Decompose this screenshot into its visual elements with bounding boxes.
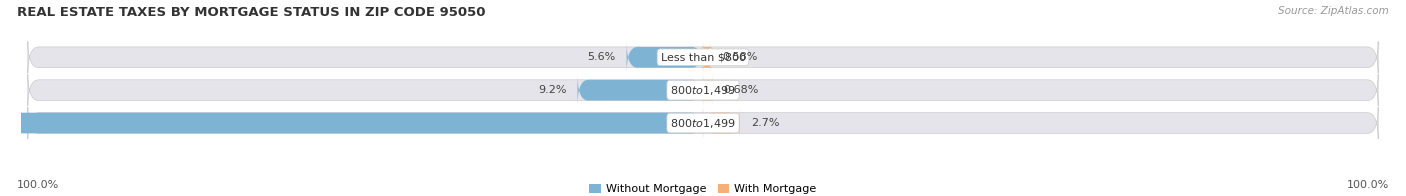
Text: 0.68%: 0.68% — [723, 85, 759, 95]
Text: Source: ZipAtlas.com: Source: ZipAtlas.com — [1278, 6, 1389, 16]
FancyBboxPatch shape — [28, 74, 1378, 106]
FancyBboxPatch shape — [627, 41, 703, 73]
FancyBboxPatch shape — [578, 74, 703, 106]
Text: 0.58%: 0.58% — [721, 52, 758, 62]
Legend: Without Mortgage, With Mortgage: Without Mortgage, With Mortgage — [585, 180, 821, 196]
Text: 9.2%: 9.2% — [538, 85, 567, 95]
Text: $800 to $1,499: $800 to $1,499 — [671, 117, 735, 130]
Text: 2.7%: 2.7% — [751, 118, 779, 128]
Text: REAL ESTATE TAXES BY MORTGAGE STATUS IN ZIP CODE 95050: REAL ESTATE TAXES BY MORTGAGE STATUS IN … — [17, 6, 485, 19]
FancyBboxPatch shape — [0, 107, 703, 139]
FancyBboxPatch shape — [700, 41, 714, 73]
FancyBboxPatch shape — [703, 107, 740, 139]
Text: Less than $800: Less than $800 — [661, 52, 745, 62]
Text: 100.0%: 100.0% — [1347, 180, 1389, 190]
Text: 5.6%: 5.6% — [588, 52, 616, 62]
FancyBboxPatch shape — [702, 74, 714, 106]
FancyBboxPatch shape — [28, 41, 1378, 73]
FancyBboxPatch shape — [28, 107, 1378, 139]
Text: $800 to $1,499: $800 to $1,499 — [671, 84, 735, 97]
Text: 100.0%: 100.0% — [17, 180, 59, 190]
